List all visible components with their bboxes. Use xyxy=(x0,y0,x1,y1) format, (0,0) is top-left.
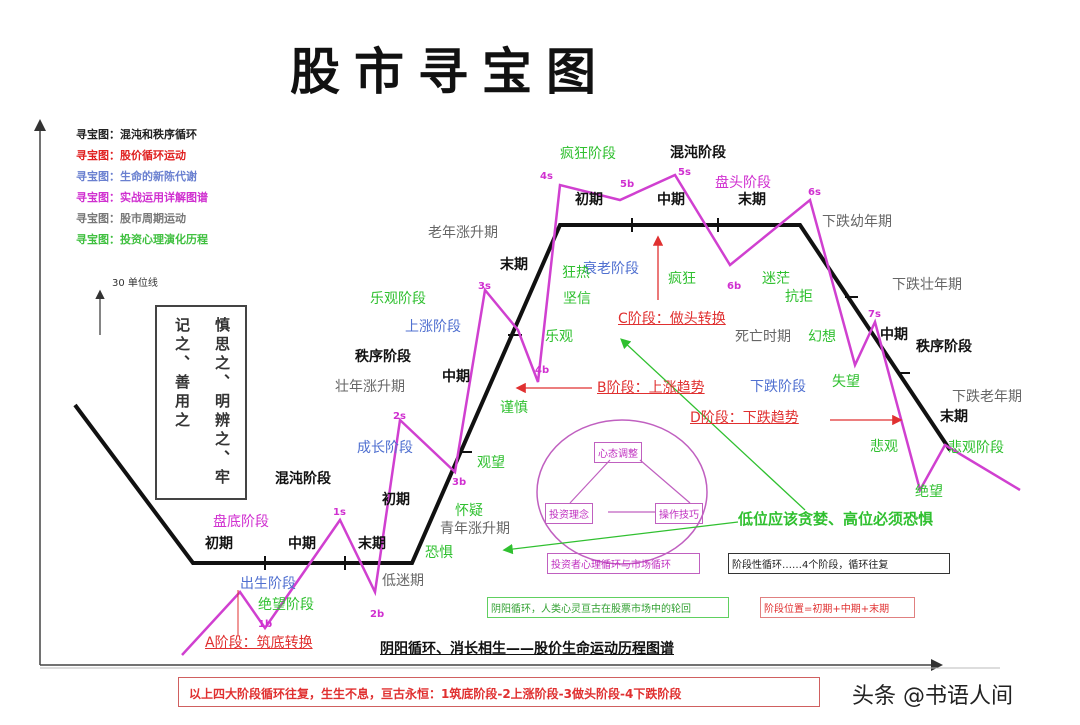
green-phase-label: 悲观 xyxy=(870,439,898,455)
black-phase-label: 中期 xyxy=(442,369,470,385)
unit-line-label: 30 单位线 xyxy=(112,278,158,289)
point-label: 4s xyxy=(540,171,553,182)
green-phase-label: 观望 xyxy=(477,455,505,471)
green-phase-label: 恐惧 xyxy=(425,545,453,561)
black-phase-label: 初期 xyxy=(205,536,233,552)
black-phase-label: 末期 xyxy=(358,536,386,552)
magenta-phase-label: 盘底阶段 xyxy=(213,514,269,530)
green-phase-label: 乐观阶段 xyxy=(370,291,426,307)
legend-item: 寻宝图：投资心理演化历程 xyxy=(76,233,208,246)
green-arrow-1 xyxy=(620,338,806,511)
gray-phase-label: 死亡时期 xyxy=(735,329,791,345)
psych-cycle-box: 投资者心理循环与市场循环 xyxy=(547,553,700,574)
legend-item: 寻宝图：混沌和秩序循环 xyxy=(76,128,197,141)
green-phase-label: 疯狂阶段 xyxy=(560,146,616,162)
green-phase-label: 抗拒 xyxy=(785,289,813,305)
motto-box: 慎思之、明辨之、牢 记之、善用之 xyxy=(155,305,247,500)
ellipse-connectors xyxy=(569,459,691,513)
black-phase-label: 混沌阶段 xyxy=(275,471,331,487)
green-phase-label: 迷茫 xyxy=(762,271,790,287)
black-phase-label: 秩序阶段 xyxy=(355,349,411,365)
black-phase-label: 秩序阶段 xyxy=(916,339,972,355)
trend-line xyxy=(73,223,952,565)
page-title: 股市寻宝图 xyxy=(290,43,610,101)
black-phase-label: 初期 xyxy=(575,192,603,208)
black-phase-label: 末期 xyxy=(940,409,968,425)
psychology-ellipse xyxy=(536,419,708,565)
green-phase-label: 失望 xyxy=(832,374,860,390)
point-label: 4b xyxy=(535,365,550,376)
green-phase-label: 疯狂 xyxy=(668,271,696,287)
ellipse-box-right: 操作技巧 xyxy=(655,503,703,524)
black-phase-label: 初期 xyxy=(382,492,410,508)
point-label: 1s xyxy=(333,507,346,518)
green-arrow-2 xyxy=(502,521,739,555)
gray-phase-label: 下跌幼年期 xyxy=(822,214,892,230)
point-label: 2s xyxy=(393,411,406,422)
point-label: 6s xyxy=(808,187,821,198)
black-phase-label: 中期 xyxy=(657,192,685,208)
point-label: 5s xyxy=(678,167,691,178)
legend-item: 寻宝图：生命的新陈代谢 xyxy=(76,170,197,183)
green-phase-label: 幻想 xyxy=(808,329,836,345)
point-label: 3b xyxy=(452,477,467,488)
green-phase-label: 狂热 xyxy=(562,265,590,281)
stage-label: B阶段：上涨趋势 xyxy=(597,380,705,396)
black-phase-label: 末期 xyxy=(738,192,766,208)
watermark: 头条 @书语人间 xyxy=(852,684,1013,709)
point-label: 3s xyxy=(478,281,491,292)
ellipse-box-top: 心态调整 xyxy=(594,442,642,463)
gray-phase-label: 下跌壮年期 xyxy=(892,277,962,293)
caption: 阴阳循环、消长相生——股价生命运动历程图谱 xyxy=(380,641,674,657)
point-label: 6b xyxy=(727,281,742,292)
green-phase-label: 乐观 xyxy=(545,329,573,345)
stage-position-box: 阶段位置=初期+中期+末期 xyxy=(760,597,915,618)
slogan: 低位应该贪婪、高位必须恐惧 xyxy=(738,510,934,528)
gray-phase-label: 老年涨升期 xyxy=(428,225,498,241)
stage-label: D阶段：下跌趋势 xyxy=(690,410,799,426)
gray-phase-label: 青年涨升期 xyxy=(440,521,510,537)
stage-label: A阶段：筑底转换 xyxy=(205,635,313,651)
green-phase-label: 悲观阶段 xyxy=(948,440,1004,456)
price-line xyxy=(181,173,1021,656)
legend-item: 寻宝图：实战运用详解图谱 xyxy=(76,191,208,204)
green-phase-label: 绝望 xyxy=(915,484,943,500)
green-phase-label: 绝望阶段 xyxy=(258,597,314,613)
ellipse-box-left: 投资理念 xyxy=(545,503,593,524)
blue-phase-label: 下跌阶段 xyxy=(750,379,806,395)
black-phase-label: 中期 xyxy=(880,327,908,343)
green-phase-label: 怀疑 xyxy=(455,503,483,519)
point-label: 5b xyxy=(620,179,635,190)
gray-phase-label: 下跌老年期 xyxy=(952,389,1022,405)
stage-label: C阶段：做头转换 xyxy=(618,311,726,327)
motto-col-1: 慎思之、明辨之、牢 xyxy=(213,317,231,488)
green-phase-label: 坚信 xyxy=(563,291,591,307)
soul-cycle-box: 阴阳循环，人类心灵亘古在股票市场中的轮回 xyxy=(487,597,729,618)
point-label: 1b xyxy=(258,619,273,630)
green-phase-label: 谨慎 xyxy=(500,400,528,416)
gray-phase-label: 壮年涨升期 xyxy=(335,379,405,395)
black-phase-label: 中期 xyxy=(288,536,316,552)
blue-phase-label: 上涨阶段 xyxy=(405,319,461,335)
legend-item: 寻宝图：股市周期运动 xyxy=(76,212,186,225)
magenta-phase-label: 盘头阶段 xyxy=(715,175,771,191)
legend-item: 寻宝图：股价循环运动 xyxy=(76,149,186,162)
black-phase-label: 末期 xyxy=(500,257,528,273)
blue-phase-label: 出生阶段 xyxy=(240,576,296,592)
black-phase-label: 混沌阶段 xyxy=(670,145,726,161)
blue-phase-label: 衰老阶段 xyxy=(583,261,639,277)
legend: 寻宝图：混沌和秩序循环 寻宝图：股价循环运动 寻宝图：生命的新陈代谢 寻宝图：实战运用… xyxy=(76,124,208,250)
period-ticks xyxy=(264,218,910,570)
point-label: 7s xyxy=(868,309,881,320)
blue-phase-label: 成长阶段 xyxy=(357,440,413,456)
point-label: 2b xyxy=(370,609,385,620)
motto-col-2: 记之、善用之 xyxy=(173,317,191,431)
stage-cycle-box: 阶段性循环……4个阶段，循环往复 xyxy=(728,553,950,574)
footer-box: 以上四大阶段循环往复，生生不息，亘古永恒：1筑底阶段-2上涨阶段-3做头阶段-4… xyxy=(178,677,820,707)
gray-phase-label: 低迷期 xyxy=(382,573,424,589)
